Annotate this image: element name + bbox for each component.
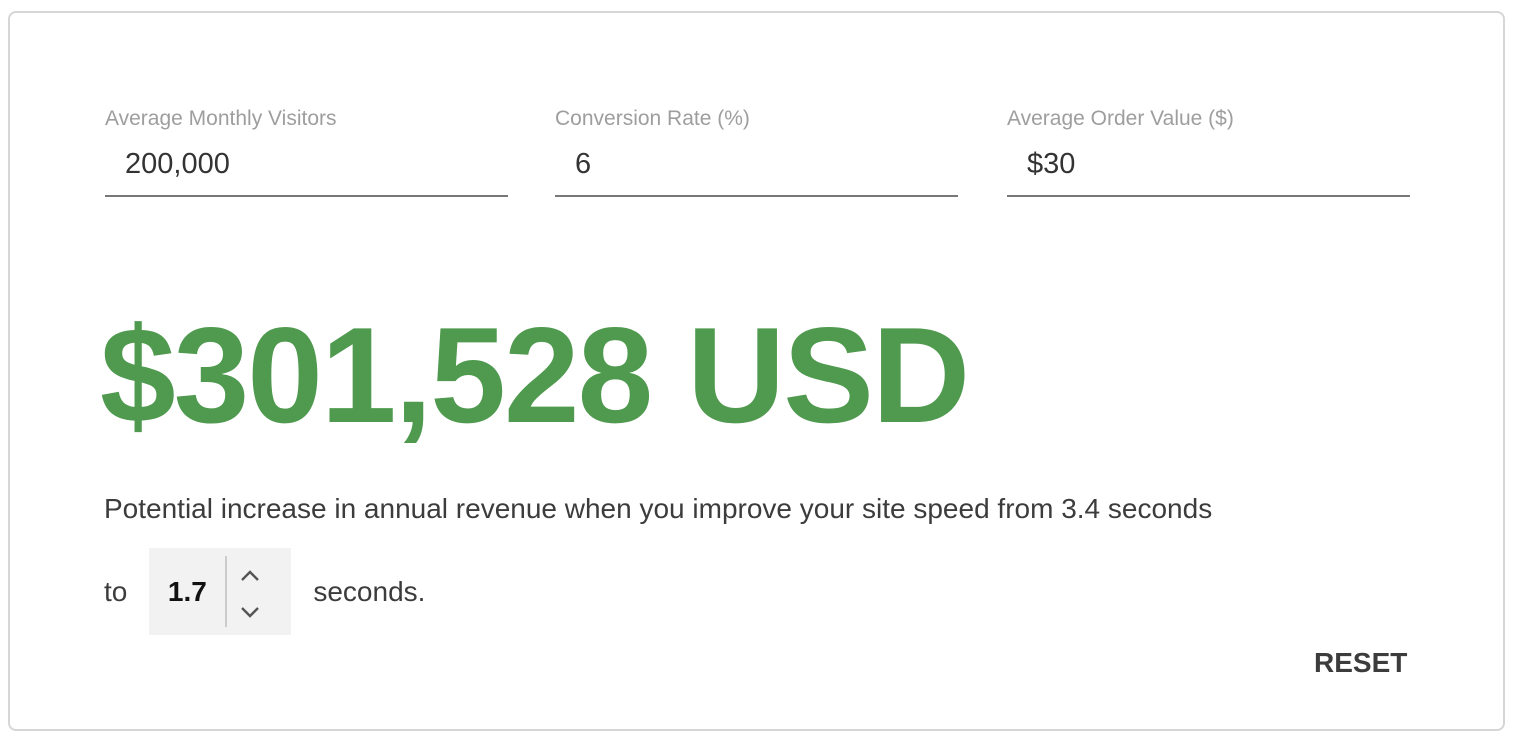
monthly-visitors-input[interactable] [105, 136, 508, 197]
seconds-label: seconds. [313, 575, 426, 607]
target-speed-row: to 1.7 seconds. [104, 548, 425, 635]
chevron-up-icon[interactable] [239, 562, 261, 584]
order-value-input[interactable] [1007, 136, 1410, 197]
monthly-visitors-field: Average Monthly Visitors [105, 104, 508, 197]
target-speed-stepper[interactable]: 1.7 [149, 548, 292, 635]
monthly-visitors-label: Average Monthly Visitors [105, 107, 337, 130]
chevron-down-icon[interactable] [239, 598, 261, 620]
conversion-rate-label: Conversion Rate (%) [555, 107, 750, 130]
result-description: Potential increase in annual revenue whe… [104, 493, 1213, 524]
conversion-rate-field: Conversion Rate (%) [555, 104, 958, 197]
to-label: to [104, 575, 128, 607]
order-value-field: Average Order Value ($) [1007, 104, 1410, 197]
calculator-card [8, 11, 1505, 731]
order-value-label: Average Order Value ($) [1007, 107, 1234, 130]
conversion-rate-input[interactable] [555, 136, 958, 197]
reset-button[interactable]: RESET [1314, 647, 1408, 678]
stepper-divider [225, 556, 228, 627]
revenue-result: $301,528 USD [100, 299, 970, 451]
target-speed-value[interactable]: 1.7 [167, 575, 207, 607]
